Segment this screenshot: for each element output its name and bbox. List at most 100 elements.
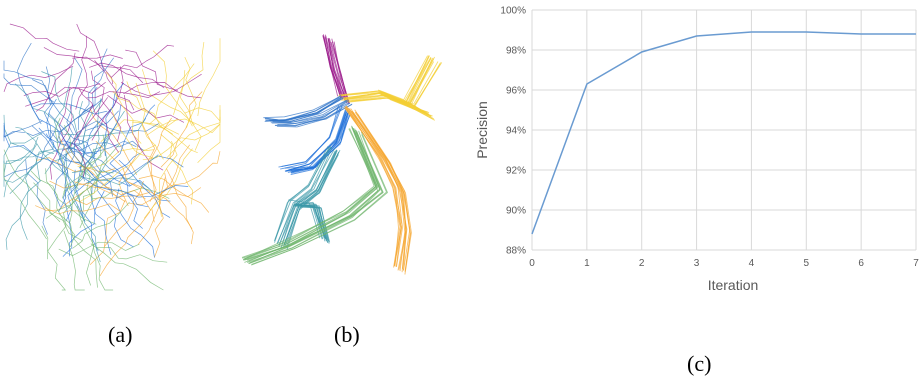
fiber-streamline <box>44 203 120 215</box>
fiber-streamline <box>35 52 76 112</box>
bundle-streamline <box>278 147 336 246</box>
fiber-streamline <box>132 121 198 154</box>
fiber-streamline <box>128 182 193 229</box>
fiber-streamline <box>38 127 97 154</box>
x-tick-label: 0 <box>529 258 535 269</box>
bundle-streamline <box>357 113 411 272</box>
bundle-streamline <box>274 146 331 243</box>
bundle-streamline <box>243 128 379 261</box>
bundle-streamline <box>345 107 403 266</box>
fiber-streamline <box>63 144 86 222</box>
fiber-streamline <box>184 56 197 128</box>
bundle-streamline <box>283 149 338 247</box>
fiber-streamline <box>75 35 88 110</box>
fiber-streamline <box>111 44 175 78</box>
x-tick-label: 6 <box>858 258 864 269</box>
y-axis-title: Precision <box>474 101 490 159</box>
fiber-streamline <box>115 188 155 258</box>
fiber-streamline <box>3 151 55 164</box>
fiber-streamline <box>110 107 154 159</box>
fiber-streamline <box>67 141 131 186</box>
bundle-streamline <box>280 107 341 170</box>
fiber-streamline <box>197 105 221 164</box>
bundle-streamline <box>322 34 339 97</box>
fiber-streamline <box>180 70 202 151</box>
x-tick-label: 2 <box>639 258 645 269</box>
fiber-streamline <box>41 225 67 291</box>
fiber-streamline <box>41 71 79 137</box>
bundle-streamline <box>348 108 406 272</box>
caption-b: (b) <box>334 322 360 347</box>
fiber-streamline <box>154 177 166 258</box>
fiber-streamline <box>32 79 81 145</box>
fiber-streamline <box>3 122 63 167</box>
bundle-streamline <box>251 131 388 266</box>
bundle-streamline <box>242 128 378 260</box>
caption-a: (a) <box>108 322 133 347</box>
y-tick-label: 88% <box>506 246 526 257</box>
bundle-streamline <box>278 151 336 246</box>
precision-series-line <box>531 31 916 235</box>
fiber-streamline <box>89 108 138 176</box>
fiber-streamline <box>58 213 98 288</box>
bundle-streamline <box>272 102 349 124</box>
fiber-streamline <box>35 178 112 212</box>
y-tick-label: 98% <box>506 46 526 57</box>
fiber-streamline <box>86 91 161 99</box>
y-tick-label: 96% <box>506 86 526 97</box>
y-tick-label: 90% <box>506 206 526 217</box>
bundle-streamline <box>330 41 350 103</box>
fiber-streamline <box>77 148 155 169</box>
fiber-streamline <box>120 73 202 97</box>
precision-chart: 88% 90% 92% 94% 96% 98% 100% 0 1 2 3 4 5 6 7 Iteratio… <box>474 6 919 294</box>
fiber-streamline <box>49 130 113 197</box>
fiber-streamline <box>150 117 172 201</box>
x-tick-label: 7 <box>913 258 919 269</box>
bundle-streamline <box>276 102 351 128</box>
fiber-streamline <box>3 130 26 142</box>
fiber-streamline <box>31 103 108 115</box>
fiber-streamline <box>54 117 71 191</box>
bundle-streamline <box>327 38 346 102</box>
y-tick-label: 100% <box>500 6 526 17</box>
fiber-streamline <box>58 134 72 213</box>
fiber-streamline <box>9 23 80 52</box>
fiber-streamline <box>91 238 114 291</box>
fiber-streamline <box>45 168 76 248</box>
bundle-streamline <box>345 105 403 267</box>
bundle-streamline <box>350 108 407 273</box>
fiber-streamline <box>65 100 102 178</box>
bundle-streamline <box>388 98 433 120</box>
fiber-streamline <box>63 230 85 291</box>
panel-a-unbundled-fibers <box>3 23 221 291</box>
fiber-streamline <box>78 118 147 137</box>
fiber-streamline <box>109 163 143 229</box>
fiber-streamline <box>104 155 184 186</box>
bundle-streamline <box>246 128 381 261</box>
bundle-streamline <box>285 154 339 248</box>
chart-grid <box>531 9 917 251</box>
fiber-streamline <box>91 186 112 255</box>
fiber-streamline <box>103 82 125 157</box>
x-tick-label: 1 <box>584 258 590 269</box>
fiber-streamline <box>76 23 114 85</box>
fiber-streamline <box>46 98 64 176</box>
fiber-streamline <box>43 47 123 59</box>
bundle-streamline <box>328 38 350 105</box>
x-tick-label: 5 <box>804 258 810 269</box>
fiber-streamline <box>104 180 144 247</box>
bundle-streamline <box>263 96 341 119</box>
fiber-streamline <box>173 42 205 116</box>
x-tick-labels: 0 1 2 3 4 5 6 7 <box>529 258 919 269</box>
bundle-streamline <box>284 149 341 246</box>
y-tick-label: 92% <box>506 166 526 177</box>
fiber-streamline <box>129 187 202 206</box>
fiber-streamline <box>105 71 142 144</box>
bundle-streamline <box>272 99 349 123</box>
fiber-streamline <box>90 70 122 142</box>
fiber-streamline <box>25 159 48 235</box>
fiber-streamline <box>62 184 73 257</box>
fiber-streamline <box>141 122 157 202</box>
fiber-streamline <box>43 66 53 141</box>
fiber-streamline <box>3 143 38 198</box>
